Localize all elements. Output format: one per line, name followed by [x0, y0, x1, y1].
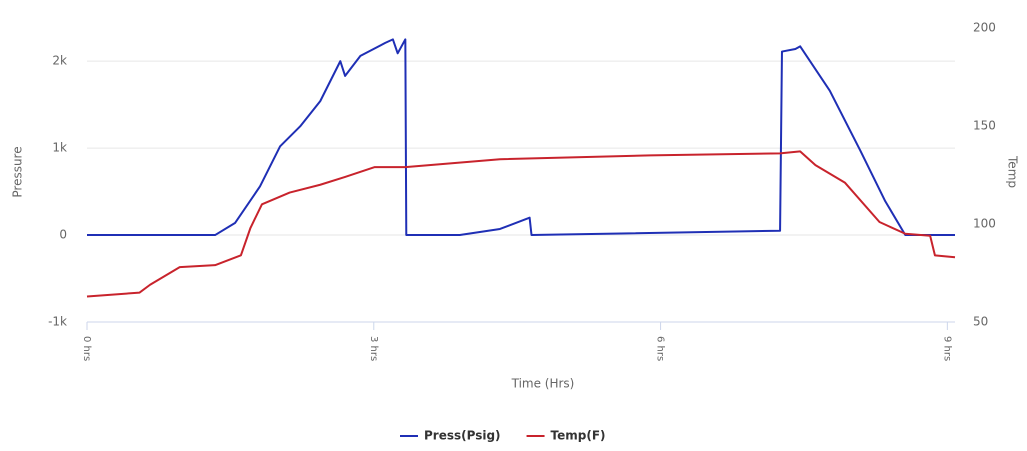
- x-tick-label: 0 hrs: [81, 336, 92, 361]
- y-tick-label: 1k: [52, 141, 67, 155]
- y2-tick-label: 150: [973, 118, 996, 132]
- y2-tick-label: 50: [973, 315, 988, 329]
- x-axis-title: Time (Hrs): [511, 377, 575, 391]
- x-tick-label: 9 hrs: [941, 336, 952, 361]
- y2-tick-label: 200: [973, 20, 996, 34]
- series-line: [86, 150, 956, 298]
- y-axis-title: Pressure: [11, 146, 25, 197]
- series-line: [87, 38, 955, 237]
- y-tick-label: -1k: [48, 315, 67, 329]
- y-tick-label: 2k: [52, 54, 67, 68]
- x-tick-label: 3 hrs: [368, 336, 379, 361]
- legend-label: Temp(F): [551, 429, 606, 443]
- x-tick-label: 6 hrs: [655, 336, 666, 361]
- legend-label: Press(Psig): [424, 429, 501, 443]
- y2-axis-title: Temp: [1006, 155, 1020, 188]
- y2-tick-label: 100: [973, 216, 996, 230]
- y-tick-label: 0: [59, 228, 67, 242]
